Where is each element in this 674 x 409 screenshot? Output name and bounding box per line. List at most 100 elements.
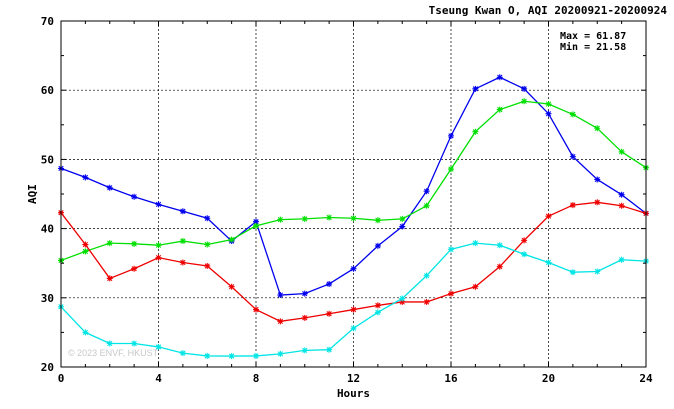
data-point-marker: [253, 352, 259, 359]
data-point-marker: [399, 215, 406, 222]
x-tick-label: 4: [155, 372, 162, 385]
series-line: [60, 242, 647, 357]
y-tick-label: 40: [41, 223, 54, 236]
data-point-marker: [131, 340, 138, 347]
data-point-marker: [618, 256, 625, 263]
data-point-marker: [472, 128, 479, 135]
y-tick-label: 60: [41, 84, 54, 97]
series-1: [58, 74, 649, 299]
data-point-marker: [374, 242, 381, 249]
data-point-marker: [106, 275, 113, 282]
x-tick-label: 12: [347, 372, 360, 385]
y-axis-label: AQI: [26, 184, 39, 204]
data-point-marker: [131, 240, 138, 247]
data-point-marker: [106, 184, 113, 191]
data-point-marker: [179, 350, 186, 357]
data-point-marker: [204, 241, 211, 248]
data-point-marker: [106, 340, 113, 347]
data-point-marker: [423, 298, 430, 305]
data-point-marker: [204, 262, 211, 269]
data-point-marker: [618, 148, 625, 155]
x-tick-label: 0: [58, 372, 65, 385]
data-point-marker: [374, 217, 381, 224]
data-point-marker: [545, 213, 552, 220]
data-point-marker: [326, 310, 333, 317]
data-point-marker: [594, 176, 601, 183]
data-point-marker: [374, 302, 381, 309]
data-point-marker: [301, 314, 308, 321]
data-point-marker: [82, 248, 89, 255]
data-point-marker: [155, 343, 162, 350]
data-point-marker: [521, 251, 528, 258]
data-point-marker: [472, 283, 479, 290]
data-point-marker: [82, 329, 89, 336]
min-stat-label: Min = 21.58: [560, 41, 626, 53]
data-point-marker: [521, 85, 528, 92]
data-point-marker: [496, 74, 503, 81]
max-stat-label: Max = 61.87: [560, 31, 626, 42]
y-tick-label: 50: [41, 153, 54, 166]
data-point-marker: [496, 242, 503, 249]
data-point-marker: [569, 153, 576, 160]
data-point-marker: [448, 246, 454, 253]
data-point-marker: [350, 325, 357, 332]
data-point-marker: [326, 214, 333, 221]
data-point-marker: [277, 350, 284, 357]
data-point-marker: [496, 106, 503, 113]
x-tick-label: 8: [253, 372, 260, 385]
data-point-marker: [545, 110, 552, 117]
data-point-marker: [253, 218, 259, 225]
data-point-marker: [594, 199, 601, 206]
gridlines: [61, 21, 646, 367]
data-point-marker: [521, 98, 528, 105]
data-point-marker: [155, 201, 162, 208]
data-point-marker: [326, 346, 333, 353]
data-point-marker: [448, 290, 454, 297]
data-point-marker: [155, 254, 162, 261]
data-point-marker: [350, 265, 357, 272]
data-point-marker: [374, 309, 381, 316]
data-point-marker: [82, 241, 89, 248]
series-group: [58, 74, 649, 360]
data-point-marker: [496, 263, 503, 270]
data-point-marker: [569, 269, 576, 276]
data-point-marker: [350, 215, 357, 222]
y-tick-label: 30: [41, 292, 54, 305]
y-tick-label: 70: [41, 15, 54, 28]
data-point-marker: [569, 202, 576, 209]
data-point-marker: [521, 237, 528, 244]
data-point-marker: [228, 353, 235, 360]
y-tick-label: 20: [41, 361, 54, 374]
data-point-marker: [204, 215, 211, 222]
data-point-marker: [228, 236, 235, 243]
data-point-marker: [545, 101, 552, 108]
data-point-marker: [399, 295, 406, 302]
data-point-marker: [399, 298, 406, 305]
series-4: [58, 240, 649, 360]
data-point-marker: [179, 259, 186, 266]
x-tick-label: 16: [444, 372, 458, 385]
data-point-marker: [155, 242, 162, 249]
data-point-marker: [423, 188, 430, 195]
data-point-marker: [545, 259, 552, 266]
watermark: © 2023 ENVF, HKUST: [68, 348, 159, 358]
data-point-marker: [472, 240, 479, 247]
data-point-marker: [350, 306, 357, 313]
data-point-marker: [594, 125, 601, 132]
x-axis-label: Hours: [337, 387, 370, 400]
data-point-marker: [277, 292, 284, 299]
data-point-marker: [131, 265, 138, 272]
data-point-marker: [423, 202, 430, 209]
series-2: [58, 98, 649, 264]
data-point-marker: [448, 132, 454, 139]
data-point-marker: [277, 216, 284, 223]
data-point-marker: [179, 208, 186, 215]
data-point-marker: [472, 85, 479, 92]
data-point-marker: [448, 166, 454, 173]
data-point-marker: [618, 202, 625, 209]
data-point-marker: [228, 283, 235, 290]
data-point-marker: [618, 191, 625, 198]
chart-title: Tseung Kwan O, AQI 20200921-20200924: [429, 4, 668, 17]
data-point-marker: [301, 215, 308, 222]
